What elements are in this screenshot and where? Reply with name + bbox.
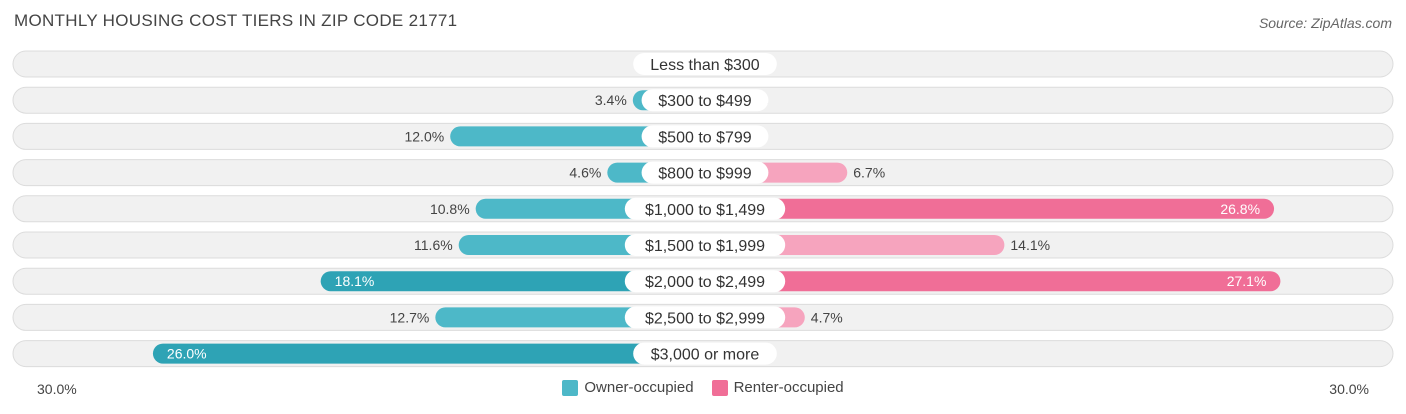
category-pill (624, 270, 786, 293)
legend-swatch-renter (711, 379, 728, 396)
category-pill (633, 53, 777, 75)
renter-value-label: 26.8% (1220, 201, 1260, 217)
legend-label-owner: Owner-occupied (584, 379, 694, 396)
owner-value-label: 12.0% (404, 128, 444, 144)
category-label: $2,000 to $2,499 (645, 274, 765, 291)
owner-bar (152, 343, 705, 364)
owner-value-label: 18.1% (335, 273, 375, 289)
owner-value-label: 26.0% (167, 346, 207, 362)
owner-value-label: 11.6% (414, 237, 453, 253)
renter-value-label: 14.1% (1010, 237, 1050, 253)
category-pill (624, 306, 786, 329)
category-label: $500 to $799 (658, 129, 752, 146)
category-pill (624, 234, 786, 256)
renter-bar (705, 198, 1275, 219)
axis-left-label: 30.0% (37, 381, 77, 397)
category-label: $1,000 to $1,499 (645, 202, 765, 219)
chart-title: MONTHLY HOUSING COST TIERS IN ZIP CODE 2… (14, 11, 458, 30)
owner-bar (320, 271, 705, 292)
category-label: Less than $300 (650, 57, 760, 74)
legend-item-renter: Renter-occupied (711, 379, 844, 396)
category-label: $2,500 to $2,999 (645, 310, 765, 327)
category-label: $300 to $499 (658, 93, 752, 110)
owner-bar (450, 126, 705, 147)
legend-swatch-owner (562, 379, 579, 396)
renter-bar (705, 271, 1281, 292)
category-pill (641, 89, 769, 112)
chart-source: Source: ZipAtlas.com (1258, 15, 1392, 31)
category-label: $800 to $999 (658, 166, 752, 183)
category-pill (641, 125, 769, 148)
category-label: $1,500 to $1,999 (645, 238, 765, 255)
legend: Owner-occupied Renter-occupied (0, 379, 1406, 396)
owner-value-label: 12.7% (390, 309, 430, 325)
axis-right-label: 30.0% (1329, 381, 1369, 397)
owner-value-label: 4.6% (569, 165, 601, 181)
owner-value-label: 10.8% (430, 201, 470, 217)
category-pill (641, 161, 769, 184)
renter-value-label: 6.7% (853, 165, 885, 181)
renter-value-label: 27.1% (1227, 273, 1267, 289)
legend-item-owner: Owner-occupied (562, 379, 694, 396)
legend-label-renter: Renter-occupied (733, 379, 844, 396)
owner-value-label: 3.4% (595, 92, 627, 108)
category-pill (633, 342, 777, 365)
category-label: $3,000 or more (651, 347, 760, 364)
renter-value-label: 4.7% (811, 309, 843, 325)
category-pill (624, 197, 786, 220)
